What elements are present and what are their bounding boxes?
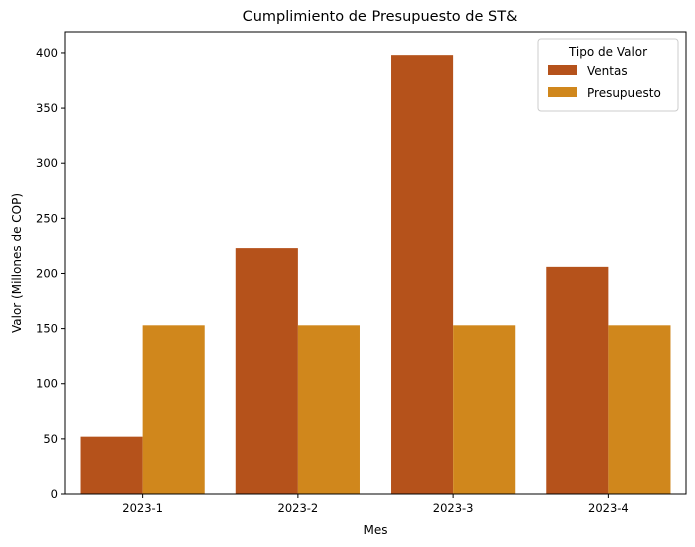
legend: Tipo de Valor Ventas Presupuesto [537, 38, 679, 112]
y-tick-label: 200 [36, 266, 58, 280]
legend-swatch-ventas [548, 65, 577, 75]
y-axis-label: Valor (Millones de COP) [10, 193, 24, 333]
bar-presupuesto-2023-2 [297, 325, 360, 494]
bar-presupuesto-2023-3 [453, 325, 516, 494]
y-tick-label: 50 [43, 432, 58, 446]
x-tick-label: 2023-3 [433, 501, 474, 515]
chart-title: Cumplimiento de Presupuesto de ST& [243, 9, 518, 25]
y-tick-label: 100 [36, 377, 58, 391]
y-tick-label: 250 [36, 211, 58, 225]
bars [80, 55, 671, 494]
bar-presupuesto-2023-1 [142, 325, 205, 494]
legend-title: Tipo de Valor [568, 45, 647, 59]
x-tick-label: 2023-4 [588, 501, 629, 515]
bar-ventas-2023-2 [235, 248, 298, 494]
legend-label-presupuesto: Presupuesto [587, 86, 661, 100]
bar-presupuesto-2023-4 [608, 325, 671, 494]
y-tick-label: 350 [36, 101, 58, 115]
x-axis: 2023-1 2023-2 2023-3 2023-4 [122, 494, 629, 515]
bar-ventas-2023-1 [80, 436, 143, 494]
legend-swatch-presupuesto [548, 87, 577, 97]
y-tick-label: 0 [51, 487, 58, 501]
x-axis-label: Mes [364, 523, 388, 537]
y-tick-label: 150 [36, 322, 58, 336]
x-tick-label: 2023-2 [278, 501, 319, 515]
y-tick-label: 400 [36, 46, 58, 60]
legend-label-ventas: Ventas [587, 64, 628, 78]
y-axis: 0 50 100 150 200 250 300 350 400 [36, 46, 65, 501]
bar-ventas-2023-4 [546, 266, 609, 494]
plot-area-frame [64, 31, 687, 495]
bar-ventas-2023-3 [391, 55, 454, 494]
x-tick-label: 2023-1 [122, 501, 163, 515]
y-tick-label: 300 [36, 156, 58, 170]
